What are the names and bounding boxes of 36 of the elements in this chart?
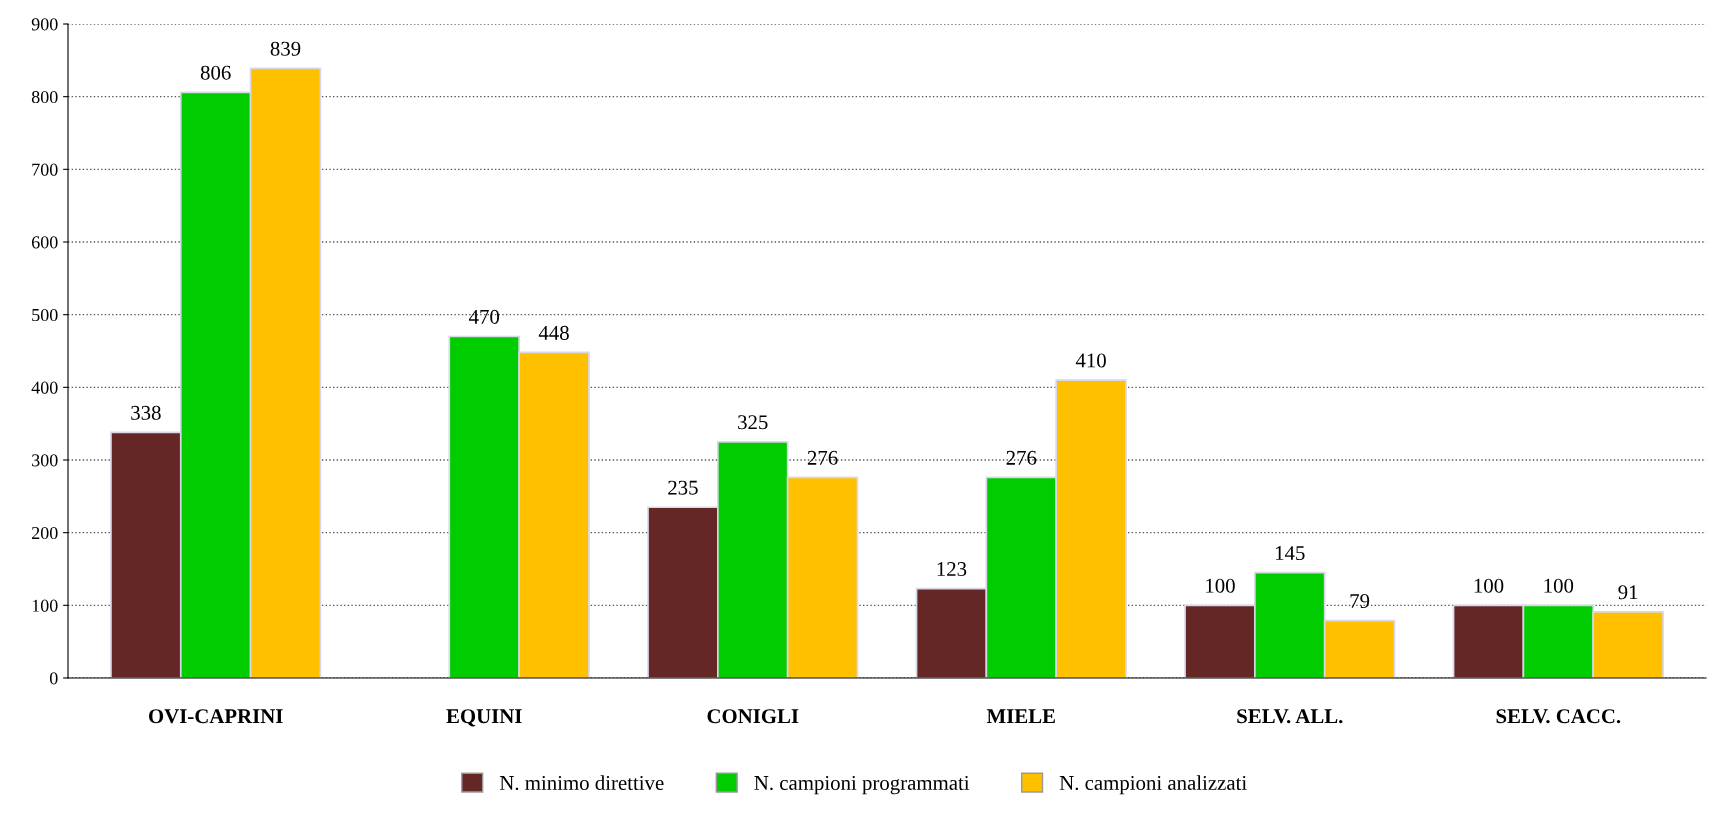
data-label: 839 <box>270 41 301 56</box>
data-label: 806 <box>200 65 231 80</box>
data-label: 410 <box>1075 353 1106 368</box>
data-label: 448 <box>538 325 569 340</box>
y-tick-label: 500 <box>32 308 58 322</box>
legend-label: N. campioni programmati <box>754 775 970 795</box>
y-tick-label: 900 <box>31 18 58 31</box>
x-tick-label: SELV. CACC. <box>1496 709 1621 724</box>
x-tick-label: SELV. ALL. <box>1237 709 1343 724</box>
data-label: 100 <box>1544 578 1574 593</box>
data-label: 235 <box>668 480 698 495</box>
data-label: 100 <box>1206 578 1235 593</box>
data-label: 325 <box>738 415 768 430</box>
y-tick-label: 800 <box>31 90 58 104</box>
x-tick-label: CONIGLI <box>707 709 799 724</box>
legend-label: N. minimo direttive <box>499 775 664 791</box>
y-tick-label: 400 <box>31 381 58 394</box>
data-label: 145 <box>1275 546 1305 561</box>
x-tick-label: EQUINI <box>446 709 522 727</box>
y-tick-label: 300 <box>32 454 58 467</box>
data-label: 276 <box>807 450 838 465</box>
legend-label: N. campioni analizzati <box>1059 775 1247 795</box>
data-label: 123 <box>937 562 967 577</box>
data-label: 100 <box>1474 578 1504 593</box>
y-tick-label: 600 <box>31 236 58 249</box>
data-label: 276 <box>1006 450 1037 465</box>
data-label: 470 <box>469 309 500 324</box>
y-tick-label: 700 <box>32 163 58 176</box>
x-tick-label: OVI-CAPRINI <box>149 709 283 724</box>
data-label: 338 <box>131 405 161 420</box>
data-label: 79 <box>1350 594 1370 609</box>
y-tick-label: 100 <box>32 599 58 612</box>
y-tick-label: 0 <box>49 672 58 685</box>
y-tick-label: 200 <box>31 526 58 540</box>
x-tick-label: MIELE <box>986 709 1055 724</box>
data-label: 91 <box>1618 585 1638 600</box>
